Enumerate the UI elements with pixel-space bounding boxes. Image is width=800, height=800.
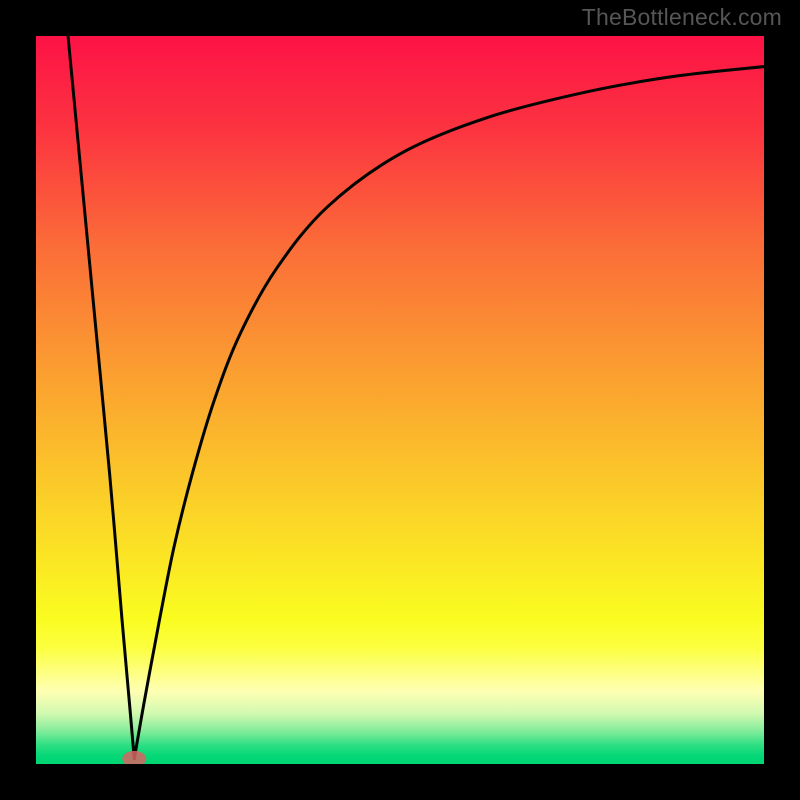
- frame-border-left: [0, 0, 36, 800]
- chart-frame: TheBottleneck.com: [0, 0, 800, 800]
- minimum-marker: [122, 751, 146, 764]
- frame-border-right: [764, 0, 800, 800]
- watermark-text: TheBottleneck.com: [582, 4, 782, 31]
- plot-area: [36, 36, 764, 764]
- bottleneck-curve: [68, 36, 764, 759]
- frame-border-bottom: [0, 764, 800, 800]
- curve-layer: [36, 36, 764, 764]
